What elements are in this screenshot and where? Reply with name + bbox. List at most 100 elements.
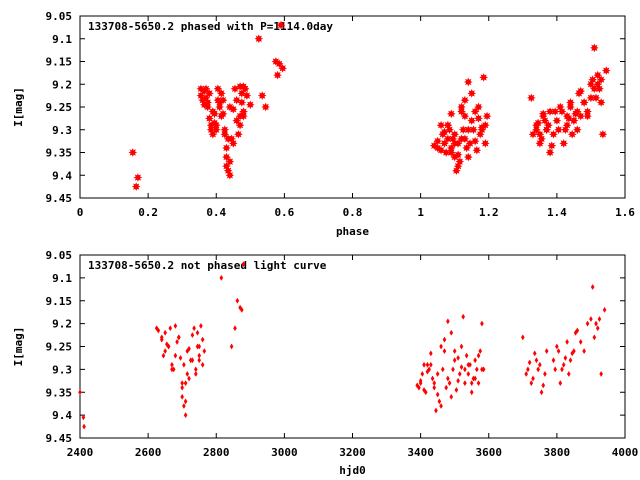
x-tick-label: 0.6 xyxy=(274,206,294,219)
chart-title: 133708-5650.2 phased with P=1114.0day xyxy=(88,20,333,33)
data-point xyxy=(473,375,477,382)
data-point xyxy=(199,86,209,96)
data-point xyxy=(456,377,460,384)
data-point xyxy=(565,338,569,345)
data-point xyxy=(588,75,598,85)
data-point xyxy=(594,320,598,327)
data-point xyxy=(458,125,468,135)
data-point xyxy=(425,368,430,375)
y-tick-label: 9.4 xyxy=(52,409,72,422)
x-tick-label: 0.8 xyxy=(343,206,363,219)
data-point xyxy=(449,329,454,336)
data-point xyxy=(433,136,443,146)
data-point xyxy=(429,350,433,357)
data-point xyxy=(566,102,575,112)
data-point xyxy=(239,306,244,313)
y-tick-label: 9.2 xyxy=(52,318,72,331)
data-point xyxy=(549,129,558,139)
y-tick-label: 9.2 xyxy=(52,78,72,91)
data-point xyxy=(476,380,481,387)
data-point xyxy=(555,343,559,350)
data-point xyxy=(474,366,479,373)
y-tick-label: 9.45 xyxy=(46,432,73,445)
data-point xyxy=(482,111,492,121)
data-point xyxy=(474,114,483,123)
data-point xyxy=(476,352,481,359)
data-point xyxy=(220,125,230,135)
data-point xyxy=(520,334,525,341)
data-point xyxy=(553,366,558,373)
data-point xyxy=(589,316,593,323)
x-tick-label: 1.2 xyxy=(479,206,499,219)
data-point xyxy=(538,361,542,368)
data-point xyxy=(429,361,433,368)
x-tick-label: 3200 xyxy=(339,446,366,459)
data-point xyxy=(190,357,195,364)
data-point xyxy=(472,145,482,155)
data-point xyxy=(200,361,205,368)
data-point xyxy=(543,370,547,377)
data-point xyxy=(178,354,183,361)
data-point xyxy=(254,34,264,44)
data-point xyxy=(526,93,536,103)
data-point xyxy=(450,129,460,139)
data-point xyxy=(583,107,592,116)
data-point xyxy=(542,125,552,135)
data-point xyxy=(457,102,466,112)
data-point xyxy=(187,345,191,352)
data-point xyxy=(175,338,179,345)
data-point xyxy=(446,318,450,325)
data-point xyxy=(417,384,421,391)
x-tick-label: 2800 xyxy=(203,446,230,459)
data-point xyxy=(199,322,203,329)
data-point xyxy=(456,354,460,361)
data-point xyxy=(161,352,166,359)
y-tick-label: 9.35 xyxy=(46,147,73,160)
data-point xyxy=(572,348,576,355)
y-tick-label: 9.35 xyxy=(46,386,73,399)
data-point xyxy=(460,111,470,121)
x-tick-label: 1.4 xyxy=(547,206,567,219)
data-point xyxy=(81,414,86,421)
data-point xyxy=(524,370,529,377)
data-point xyxy=(446,143,456,153)
data-point xyxy=(206,120,216,130)
data-point xyxy=(241,261,246,268)
data-point xyxy=(541,382,546,389)
y-axis-label: I[mag] xyxy=(12,87,25,127)
y-tick-label: 9.05 xyxy=(46,249,73,262)
x-tick-label: 2600 xyxy=(135,446,162,459)
y-tick-label: 9.45 xyxy=(46,192,73,205)
data-point xyxy=(239,107,248,116)
data-point xyxy=(556,348,561,355)
data-point xyxy=(163,329,167,336)
data-point xyxy=(440,366,445,373)
data-point xyxy=(225,170,235,180)
data-point xyxy=(439,343,443,350)
data-point xyxy=(569,116,579,126)
data-point xyxy=(586,93,596,103)
data-point xyxy=(215,102,225,112)
data-point xyxy=(466,370,471,377)
data-point xyxy=(185,370,190,377)
data-point xyxy=(551,357,556,364)
data-point xyxy=(554,125,563,135)
data-point xyxy=(183,412,188,419)
data-point xyxy=(257,91,267,100)
y-tick-label: 9.1 xyxy=(52,33,72,46)
x-tick-label: 1 xyxy=(417,206,424,219)
data-point xyxy=(457,370,462,377)
y-tick-label: 9.3 xyxy=(52,363,72,376)
data-point xyxy=(434,407,438,414)
data-point xyxy=(443,120,453,130)
data-point xyxy=(534,357,539,364)
data-point xyxy=(420,370,425,377)
data-point xyxy=(568,357,573,364)
data-point xyxy=(223,134,233,144)
data-point xyxy=(187,375,191,382)
data-point xyxy=(535,129,545,139)
data-point xyxy=(439,402,443,409)
y-tick-label: 9.15 xyxy=(46,295,73,308)
data-point xyxy=(583,111,592,121)
data-point xyxy=(432,384,437,391)
